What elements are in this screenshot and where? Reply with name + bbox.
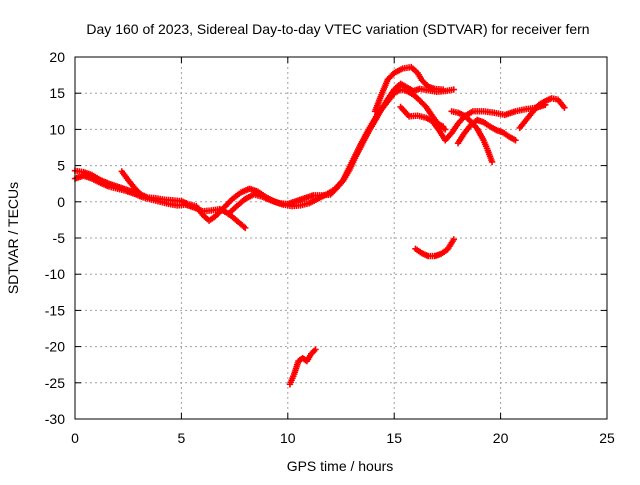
- x-tick-label: 0: [71, 430, 79, 446]
- y-tick-label: -15: [45, 302, 65, 318]
- x-tick-label: 10: [280, 430, 296, 446]
- data-point: [450, 236, 457, 243]
- series-arc-2: [71, 167, 138, 196]
- series-arc-4: [225, 80, 457, 218]
- data-point: [488, 158, 496, 166]
- data-point: [450, 86, 457, 93]
- chart-title: Day 160 of 2023, Sidereal Day-to-day VTE…: [86, 21, 589, 37]
- y-tick-label: 20: [49, 49, 65, 65]
- series-arc-10: [516, 95, 568, 132]
- data-point: [439, 123, 447, 130]
- x-tick-label: 5: [178, 430, 186, 446]
- series-arc-9: [448, 108, 496, 166]
- y-tick-label: -5: [53, 230, 66, 246]
- y-axis-label: SDTVAR / TECUs: [5, 182, 21, 294]
- y-tick-label: -10: [45, 266, 65, 282]
- y-tick-label: 5: [57, 158, 65, 174]
- data-point: [242, 224, 249, 232]
- y-tick-label: -30: [45, 411, 65, 427]
- data-points: [71, 63, 568, 388]
- x-tick-label: 15: [386, 430, 402, 446]
- series-arc-12: [286, 346, 319, 388]
- y-tick-label: -25: [45, 375, 65, 391]
- x-tick-label: 20: [493, 430, 509, 446]
- x-tick-label: 25: [599, 430, 615, 446]
- series-arc-5: [371, 63, 447, 115]
- data-point: [439, 86, 447, 93]
- grid: [75, 57, 607, 419]
- series-arc-6: [397, 103, 447, 130]
- data-point: [512, 137, 519, 144]
- data-point: [312, 346, 319, 353]
- y-tick-label: 15: [49, 85, 65, 101]
- data-point: [561, 104, 568, 111]
- x-axis-label: GPS time / hours: [287, 458, 394, 474]
- y-tick-label: 10: [49, 121, 65, 137]
- y-tick-label: -20: [45, 339, 65, 355]
- series-arc-11: [412, 236, 457, 260]
- y-tick-label: 0: [57, 194, 65, 210]
- axis-ticks: 0 5 10 15 20 25 -30 -25 -20 -15 -10 -5 0 5 10 15 20: [45, 49, 615, 446]
